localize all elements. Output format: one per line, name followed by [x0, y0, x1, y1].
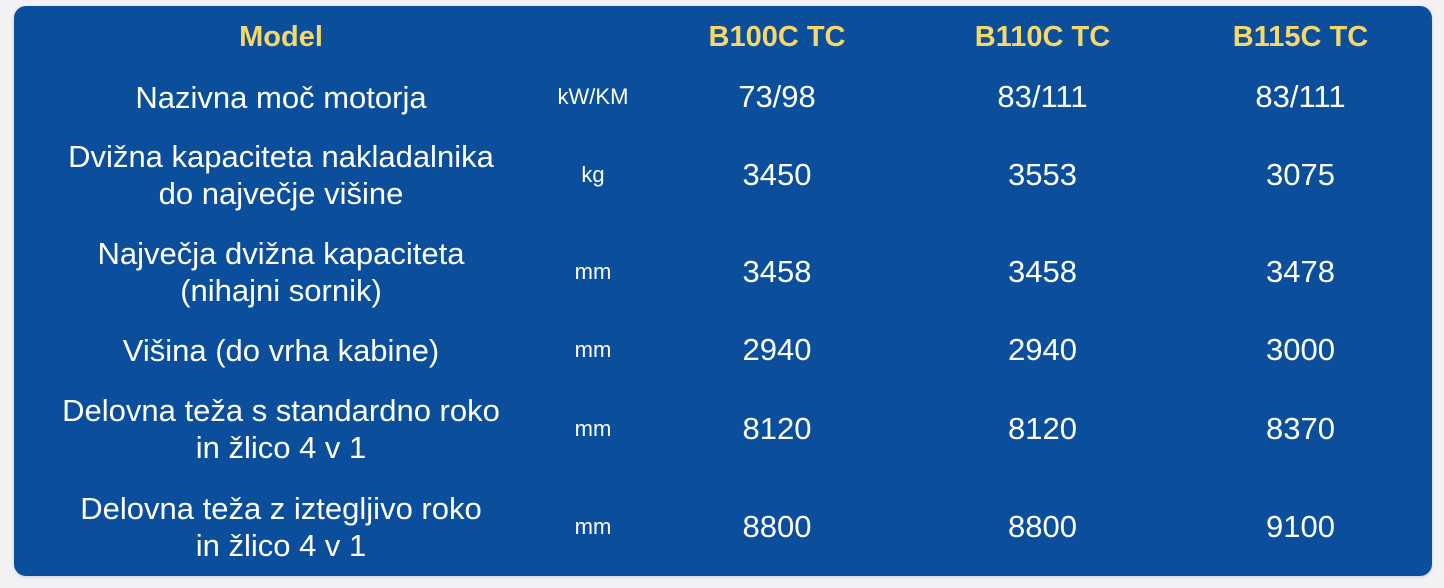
row-value: 3478	[1266, 253, 1335, 289]
header-row: Model B100C TC B110C TC B115C TC	[14, 6, 1432, 68]
row-label: Dvižna kapaciteta nakladalnika do največj…	[14, 126, 548, 223]
header-unit-label	[548, 6, 638, 68]
row-label-line: in žlico 4 v 1	[195, 429, 367, 465]
table-row: Največja dvižna kapaciteta (nihajni sorni…	[14, 223, 1432, 320]
table-row: Delovna teža s standardno roko in žlico 4…	[14, 380, 1432, 477]
header-model-label: Model	[239, 20, 323, 53]
row-value: 3553	[1008, 156, 1077, 192]
row-unit: mm	[574, 513, 612, 539]
row-unit: mm	[574, 415, 612, 441]
spec-table-card: Model B100C TC B110C TC B115C TC Nazivna…	[14, 6, 1432, 576]
row-value: 8120	[1008, 410, 1077, 446]
row-value: 8120	[742, 410, 812, 446]
row-value: 3458	[742, 253, 812, 289]
header-model-b115c: B115C TC	[1232, 20, 1369, 53]
row-unit: mm	[574, 258, 612, 284]
row-label-line: Največja dvižna kapaciteta	[97, 235, 465, 271]
row-unit: mm	[574, 337, 612, 362]
row-value: 2940	[742, 332, 812, 367]
row-value: 3075	[1266, 156, 1335, 192]
row-unit: kg	[581, 161, 605, 187]
row-label-line: (nihajni sornik)	[180, 272, 382, 308]
header-model-b100c: B100C TC	[708, 20, 846, 53]
row-value: 2940	[1008, 332, 1077, 367]
row-value: 83/111	[997, 79, 1088, 114]
row-label-line: Delovna teža z iztegljivo roko	[80, 490, 482, 526]
row-label: Največja dvižna kapaciteta (nihajni sorni…	[14, 223, 548, 320]
row-value: 8800	[1008, 508, 1077, 544]
row-label: Višina (do vrha kabine)	[14, 320, 548, 380]
row-label: Nazivna moč motorja	[14, 68, 548, 126]
row-label-line: Višina (do vrha kabine)	[122, 332, 440, 368]
row-label-line: Nazivna moč motorja	[135, 79, 427, 115]
row-label: Delovna teža z iztegljivo roko in žlico 4…	[14, 477, 548, 576]
row-value: 83/111	[1255, 79, 1346, 114]
spec-table: Model B100C TC B110C TC B115C TC Nazivna…	[14, 6, 1432, 576]
row-value: 9100	[1266, 508, 1335, 544]
row-label: Delovna teža s standardno roko in žlico 4…	[14, 380, 548, 477]
row-label-line: do največje višine	[158, 175, 404, 211]
table-row: Višina (do vrha kabine) mm 2940 2940 300…	[14, 320, 1432, 380]
row-value: 8370	[1266, 410, 1335, 446]
row-label-line: Dvižna kapaciteta nakladalnika	[68, 138, 494, 174]
row-label-line: Delovna teža s standardno roko	[62, 392, 500, 428]
table-row: Dvižna kapaciteta nakladalnika do največj…	[14, 126, 1432, 223]
row-value: 3450	[742, 156, 812, 192]
table-row: Delovna teža z iztegljivo roko in žlico 4…	[14, 477, 1432, 576]
row-value: 3000	[1266, 332, 1335, 367]
row-value: 8800	[742, 508, 812, 544]
row-label-line: in žlico 4 v 1	[195, 527, 367, 563]
table-row: Nazivna moč motorja kW/KM 73/98 83/111 8…	[14, 68, 1432, 126]
row-value: 73/98	[738, 79, 816, 114]
row-unit: kW/KM	[557, 84, 629, 109]
row-value: 3458	[1008, 253, 1077, 289]
header-model-b110c: B110C TC	[974, 20, 1111, 53]
